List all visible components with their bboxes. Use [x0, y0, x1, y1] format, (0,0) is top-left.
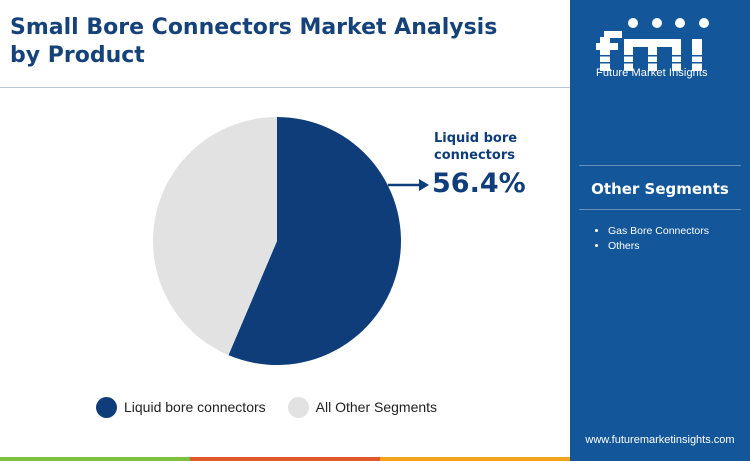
legend-item-other-segments: All Other Segments [287, 396, 438, 418]
legend-label-liquid-bore: Liquid bore connectors [124, 399, 266, 415]
legend-label-other-segments: All Other Segments [315, 399, 438, 415]
accent-segment-orange [190, 457, 380, 461]
legend-swatch-other-segments [287, 396, 309, 418]
callout-value: 56.4% [432, 168, 526, 199]
logo-globe-icon [628, 18, 638, 28]
chart-panel: Small Bore Connectors Market Analysis by… [0, 15, 570, 461]
fmi-logo [596, 18, 724, 71]
title-divider [0, 87, 570, 88]
brand-name: Future Market Insights [596, 67, 708, 79]
website-link[interactable]: www.futuremarketinsights.com [585, 434, 735, 446]
chart-legend: Liquid bore connectors All Other Segment… [96, 396, 459, 418]
logo-globe-icon [699, 18, 709, 28]
logo-globe-icon [675, 18, 685, 28]
accent-segment-green [0, 457, 190, 461]
pie-slice-liquid-bore-connectors [228, 117, 402, 365]
other-segments-title: Other Segments [591, 180, 729, 198]
sidebar-panel: Future Market Insights Other Segments Ga… [570, 0, 750, 461]
list-item: Gas Bore Connectors [608, 224, 709, 239]
segments-divider-top [579, 165, 741, 166]
legend-item-liquid-bore: Liquid bore connectors [96, 396, 266, 418]
pie-chart [153, 117, 429, 365]
callout-label: Liquid bore connectors [434, 131, 518, 163]
segments-divider-bottom [579, 209, 741, 210]
bottom-accent-bar [0, 457, 570, 461]
legend-swatch-liquid-bore [96, 396, 117, 418]
pie-slice-all-other-segments [153, 117, 277, 356]
other-segments-list: Gas Bore Connectors Others [594, 224, 709, 254]
list-item: Others [608, 239, 709, 254]
logo-globe-icon [652, 18, 662, 28]
chart-title: Small Bore Connectors Market Analysis by… [10, 15, 498, 68]
accent-segment-yellow [380, 457, 570, 461]
callout-arrow-icon [419, 179, 429, 191]
